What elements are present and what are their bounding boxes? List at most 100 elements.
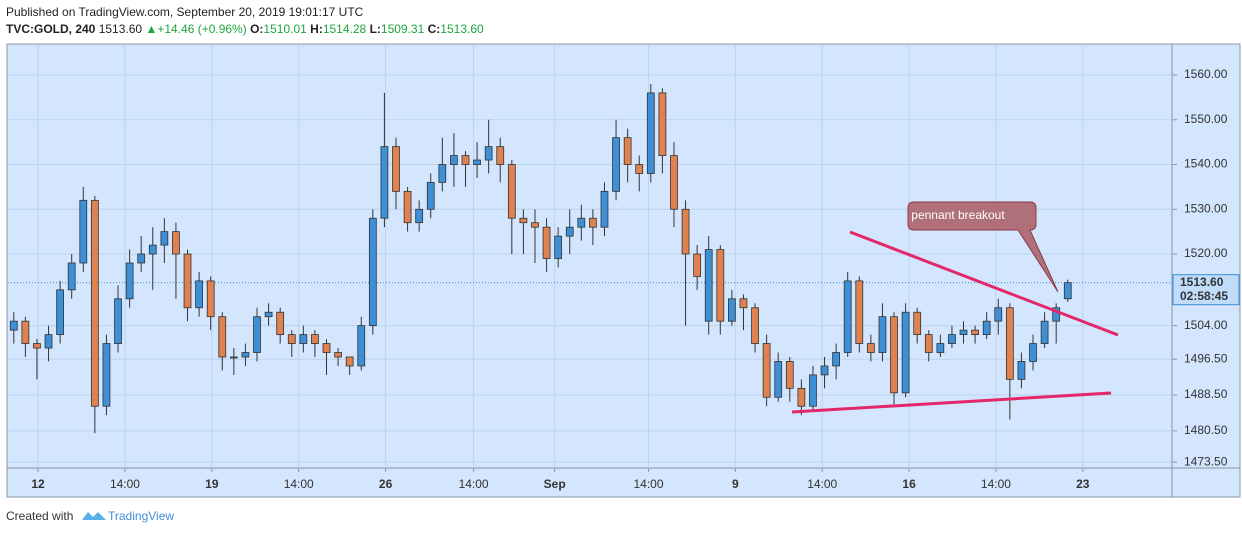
- candle-body: [160, 231, 169, 246]
- candle-body: [751, 307, 759, 344]
- candle-body: [1005, 307, 1014, 380]
- y-tick-label: 1504.00: [1184, 318, 1228, 332]
- callout: [907, 201, 1059, 293]
- footer-brand: TradingView: [108, 509, 174, 523]
- y-tick-label: 1496.50: [1184, 351, 1228, 365]
- candle-body: [820, 365, 829, 376]
- candle-body: [287, 334, 296, 344]
- x-tick-label: 16: [902, 477, 916, 491]
- candle-body: [206, 280, 215, 318]
- candle-body: [484, 146, 493, 161]
- footer-text: Created with: [6, 509, 73, 523]
- last-price-box: [1172, 274, 1240, 306]
- x-tick-label: Sep: [544, 477, 566, 491]
- published-line: Published on TradingView.com, September …: [6, 5, 363, 19]
- change: +14.46 (+0.96%): [157, 22, 247, 36]
- candle-body: [936, 343, 945, 353]
- grid: [8, 45, 1172, 468]
- candle-body: [229, 356, 238, 359]
- candle-body: [704, 249, 713, 322]
- y-tick-label: 1488.50: [1184, 387, 1228, 401]
- candle-body: [600, 190, 609, 228]
- candle-body: [264, 311, 273, 318]
- candle-body: [345, 356, 354, 367]
- candle-body: [172, 231, 180, 255]
- candle-body: [438, 164, 447, 183]
- y-tick-label: 1560.00: [1184, 67, 1228, 81]
- candle-body: [461, 155, 470, 165]
- x-tick-label: 14:00: [284, 477, 314, 491]
- candle-body: [496, 146, 505, 165]
- axes: 1560.00 1550.00 1540.00 1530.00 1520.00 1504.…: [31, 67, 1240, 491]
- candle-body: [334, 352, 342, 358]
- trend-line: [791, 391, 1112, 414]
- candles: [9, 83, 1072, 434]
- candle-body: [681, 208, 690, 255]
- candle-body: [612, 137, 620, 192]
- trend-line: [849, 230, 1119, 337]
- x-tick-label: 12: [31, 477, 45, 491]
- x-tick-label: 14:00: [633, 477, 663, 491]
- ohlc-label: O:: [250, 22, 264, 36]
- candle-body: [9, 320, 18, 331]
- candle-body: [403, 190, 412, 224]
- candle-body: [56, 289, 64, 336]
- candle-body: [785, 361, 794, 389]
- y-tick-label: 1540.00: [1184, 157, 1228, 171]
- candle-body: [971, 329, 979, 336]
- logo: [82, 512, 106, 520]
- y-tick-label: 1473.50: [1184, 454, 1228, 468]
- candle-body: [948, 334, 956, 344]
- ohlc-label: H:: [310, 22, 323, 36]
- candle-body: [241, 352, 250, 358]
- candle-body: [519, 217, 528, 224]
- candle-body: [901, 311, 910, 394]
- y-tick-label: 1480.50: [1184, 423, 1228, 437]
- x-tick-label: 9: [732, 477, 739, 491]
- candle-body: [832, 352, 840, 367]
- candle-body: [797, 387, 806, 407]
- candle-body: [1029, 343, 1037, 362]
- candle-body: [762, 343, 771, 398]
- candle-body: [137, 253, 146, 264]
- x-tick-label: 19: [205, 477, 219, 491]
- candle-body: [924, 334, 933, 353]
- x-tick-label: 14:00: [110, 477, 140, 491]
- candle-body: [368, 217, 377, 327]
- candle-body: [542, 226, 551, 259]
- candle-body: [623, 137, 632, 165]
- candle-body: [311, 334, 319, 344]
- candle-body: [218, 316, 227, 358]
- candle-body: [450, 155, 458, 165]
- candle-body: [866, 343, 875, 353]
- ohlc-value: 1513.60: [440, 22, 484, 36]
- chart-frame: [6, 43, 1241, 498]
- last: 1513.60: [98, 22, 143, 36]
- candle-body: [809, 374, 817, 407]
- x-tick-label: 14:00: [981, 477, 1011, 491]
- candle-body: [994, 307, 1003, 322]
- candle-body: [276, 311, 285, 336]
- ohlc-label: C:: [427, 22, 441, 36]
- ohlc-label: L:: [369, 22, 381, 36]
- y-tick-label: 1520.00: [1184, 246, 1228, 260]
- candle-body: [913, 311, 922, 336]
- candle-body: [1040, 320, 1049, 344]
- candle-body: [577, 217, 586, 228]
- annotation: pennant breakout: [911, 208, 1005, 222]
- ohlc-value: 1514.28: [322, 22, 367, 36]
- y-tick-label: 1550.00: [1184, 112, 1228, 126]
- candle-body: [507, 164, 516, 219]
- candle-body: [959, 329, 968, 336]
- candle-body: [426, 182, 435, 210]
- candle-body: [982, 320, 991, 336]
- candle-body: [1052, 307, 1061, 322]
- candle-body: [693, 253, 702, 277]
- candle-body: [90, 199, 99, 407]
- candle-body: [878, 316, 887, 353]
- candle-body: [554, 235, 563, 259]
- symbol-line: TVC:GOLD, 240 1513.60 ▲+14.46 (+0.96%) O…: [6, 22, 484, 36]
- candle-body: [33, 343, 41, 349]
- candle-body: [716, 249, 725, 322]
